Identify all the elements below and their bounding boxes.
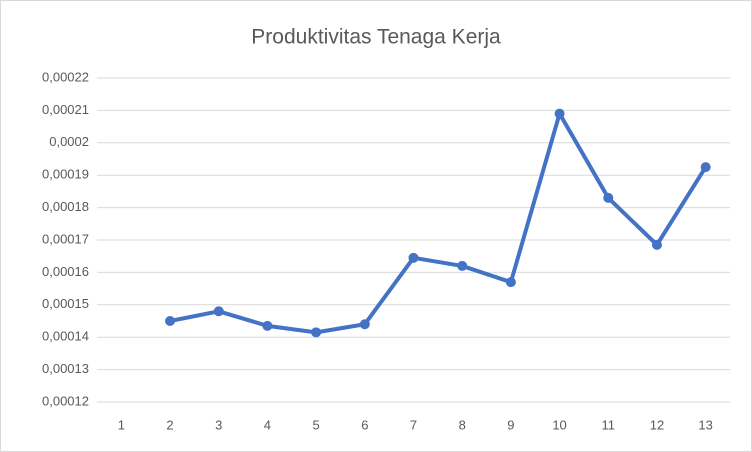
x-tick-label: 11 (602, 417, 616, 432)
x-tick-label: 2 (166, 417, 173, 432)
y-tick-label: 0,00017 (42, 231, 89, 246)
x-tick-label: 7 (410, 417, 417, 432)
point (165, 316, 176, 326)
y-tick-label: 0,00019 (42, 167, 89, 182)
point (213, 306, 224, 317)
x-tick-label: 4 (264, 417, 271, 432)
x-tick-label: 12 (650, 417, 664, 432)
point (505, 277, 516, 288)
x-tick-label: 13 (698, 417, 712, 432)
point (700, 162, 711, 173)
x-tick-label: 3 (215, 417, 222, 432)
y-tick-label: 0,00022 (42, 69, 89, 84)
x-tick-label: 6 (361, 417, 368, 432)
y-tick-label: 0,00016 (42, 264, 89, 279)
x-tick-label: 8 (459, 417, 466, 432)
point (359, 319, 370, 330)
y-tick-label: 0,00021 (42, 102, 89, 117)
point (262, 320, 273, 331)
x-tick-label: 9 (507, 417, 514, 432)
y-tick-label: 0,00015 (42, 296, 89, 311)
point (651, 239, 662, 250)
point (311, 327, 322, 338)
point (408, 252, 419, 263)
chart-title: Produktivitas Tenaga Kerja (251, 26, 501, 49)
y-tick-label: 0,00018 (42, 199, 89, 214)
point (554, 108, 565, 119)
y-tick-label: 0,00012 (42, 393, 89, 408)
x-tick-label: 10 (552, 417, 566, 432)
point (457, 260, 468, 271)
y-tick-label: 0,0002 (49, 134, 89, 149)
x-tick-label: 5 (312, 417, 319, 432)
y-tick-label: 0,00014 (42, 329, 89, 344)
point (603, 192, 614, 203)
x-tick-label: 1 (118, 417, 125, 432)
line (168, 111, 708, 335)
y-tick-label: 0,00013 (42, 361, 89, 376)
